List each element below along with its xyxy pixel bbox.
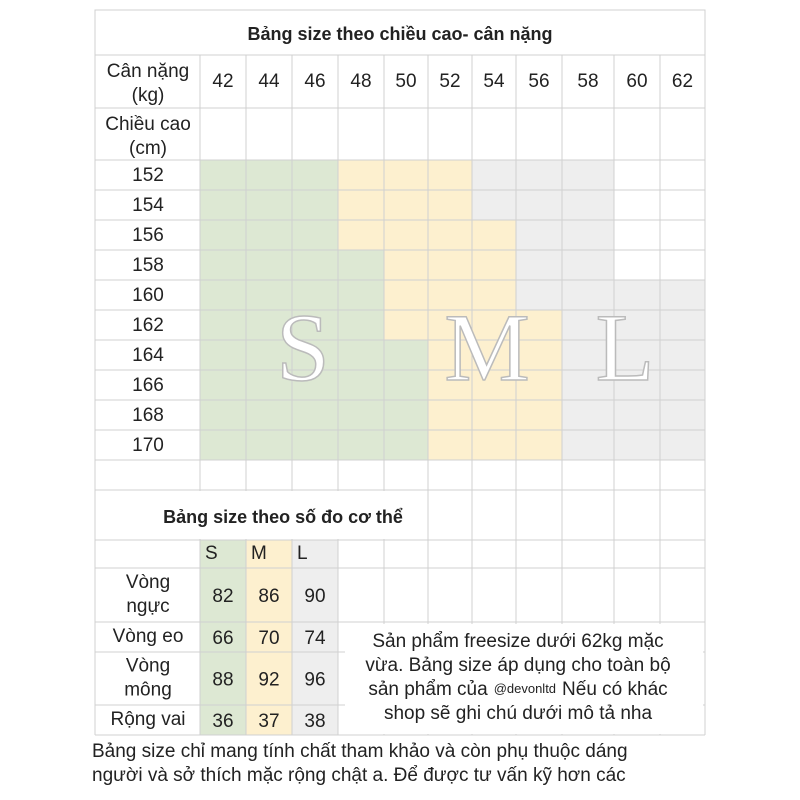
measure-title-cell xyxy=(96,491,427,539)
height: 152 xyxy=(132,165,164,186)
height: 162 xyxy=(132,315,164,336)
weight: 46 xyxy=(304,71,325,92)
title-cell xyxy=(94,9,706,56)
weight: 62 xyxy=(672,71,693,92)
weight: 58 xyxy=(577,71,598,92)
note-handle: @devonltd xyxy=(494,681,556,696)
cell-s xyxy=(200,400,428,430)
note-bg xyxy=(345,624,703,734)
cell-s xyxy=(200,370,428,400)
height: 154 xyxy=(132,195,164,216)
cell-m xyxy=(428,340,562,370)
height: 164 xyxy=(132,345,164,366)
measure-col: S xyxy=(205,543,218,564)
measure-value: 38 xyxy=(304,711,325,732)
weight: 52 xyxy=(439,71,460,92)
note-line: Sản phẩm freesize dưới 62kg mặc xyxy=(372,631,663,652)
height: 158 xyxy=(132,255,164,276)
measure-value: 74 xyxy=(304,628,326,649)
height: 168 xyxy=(132,405,164,426)
height: 170 xyxy=(132,435,164,456)
cell-l xyxy=(562,400,705,430)
measure-col: M xyxy=(251,543,267,564)
measure-value: 90 xyxy=(304,586,325,607)
weight-label: Cân nặng xyxy=(107,61,189,82)
height: 160 xyxy=(132,285,164,306)
note-line: shop sẽ ghi chú dưới mô tả nha xyxy=(384,703,653,724)
measure-value: 37 xyxy=(258,711,279,732)
cell-l xyxy=(472,190,614,220)
measure-value: 36 xyxy=(212,711,233,732)
cell-s xyxy=(200,160,338,190)
measure-label: Rộng vai xyxy=(111,709,186,730)
cell-m xyxy=(384,310,562,340)
measure-label: ngực xyxy=(126,596,169,617)
cell-m xyxy=(428,400,562,430)
cell-m xyxy=(428,370,562,400)
height-label: (cm) xyxy=(129,138,167,159)
height-label: Chiều cao xyxy=(105,114,191,135)
measure-value: 88 xyxy=(212,670,233,691)
cell-l xyxy=(562,430,705,460)
size-letter: S xyxy=(276,294,329,401)
measure-value: 86 xyxy=(258,586,279,607)
height: 166 xyxy=(132,375,164,396)
measure-label: Vòng eo xyxy=(113,626,184,647)
footer-bg xyxy=(0,736,800,800)
measure-col-fill xyxy=(292,540,338,735)
cell-m xyxy=(384,280,516,310)
cell-s xyxy=(200,430,428,460)
measure-value: 70 xyxy=(258,628,279,649)
measure-label: Vòng xyxy=(126,572,170,593)
cell-s xyxy=(200,220,338,250)
cell-m xyxy=(384,250,516,280)
cell-m xyxy=(338,160,472,190)
cell-m xyxy=(428,430,562,460)
title: Bảng size theo chiều cao- cân nặng xyxy=(247,24,552,44)
weight: 56 xyxy=(528,71,549,92)
measure-label: Vòng xyxy=(126,656,170,677)
measure-value: 66 xyxy=(212,628,233,649)
cell-l xyxy=(516,280,705,310)
cell-m xyxy=(338,190,472,220)
note-line: sản phẩm của @devonltd Nếu có khác xyxy=(368,679,667,700)
cell-l xyxy=(562,340,705,370)
cell-s xyxy=(200,340,428,370)
cell-l xyxy=(562,370,705,400)
cell-l xyxy=(516,220,614,250)
measure-value: 92 xyxy=(258,670,279,691)
height: 156 xyxy=(132,225,164,246)
cell-l xyxy=(562,310,705,340)
weight: 48 xyxy=(350,71,371,92)
measure-value: 96 xyxy=(304,670,325,691)
weight: 54 xyxy=(483,71,505,92)
note-part: sản phẩm của xyxy=(368,679,488,700)
cell-m xyxy=(338,220,516,250)
weight: 42 xyxy=(212,71,233,92)
weight: 50 xyxy=(395,71,416,92)
measure-value: 82 xyxy=(212,586,233,607)
measure-label: mông xyxy=(124,680,172,701)
note-part: Nếu có khác xyxy=(562,679,668,700)
measure-col-fill xyxy=(200,540,246,735)
measure-col: L xyxy=(297,543,308,564)
footer-line: Bảng size chỉ mang tính chất tham khảo v… xyxy=(92,741,628,762)
cell-l xyxy=(472,160,614,190)
note-line: vừa. Bảng size áp dụng cho toàn bộ xyxy=(365,655,670,676)
measure-title: Bảng size theo số đo cơ thể xyxy=(163,507,403,527)
weight: 60 xyxy=(626,71,647,92)
size-letter: L xyxy=(596,294,655,401)
measure-col-fill xyxy=(246,540,292,735)
cell-l xyxy=(516,250,614,280)
weight-label: (kg) xyxy=(132,85,165,106)
footer-line: người và sở thích mặc rộng chật a. Để đư… xyxy=(92,765,626,786)
weight: 44 xyxy=(258,71,280,92)
cell-s xyxy=(200,190,338,220)
size-letter: M xyxy=(444,294,529,401)
